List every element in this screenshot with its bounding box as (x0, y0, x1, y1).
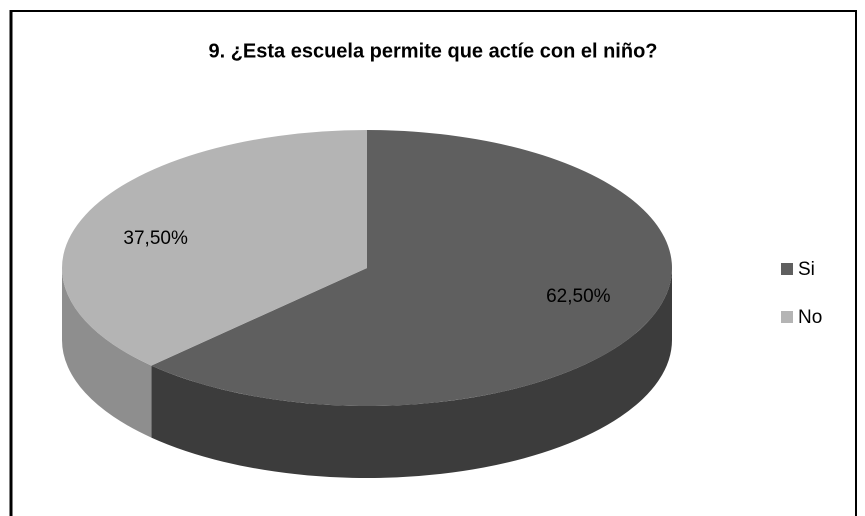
pie-side (62, 268, 152, 438)
legend-label: No (798, 307, 822, 328)
chart-title: 9. ¿Esta escuela permite que actíe con e… (208, 40, 657, 62)
pie-slice (151, 130, 673, 406)
legend-swatch (781, 311, 793, 323)
legend-swatch (781, 263, 793, 275)
pie-side (151, 268, 673, 479)
pie-slice (61, 130, 367, 366)
data-label: 37,50% (123, 228, 188, 249)
data-label: 62,50% (546, 286, 611, 307)
legend-label: Si (798, 259, 815, 280)
